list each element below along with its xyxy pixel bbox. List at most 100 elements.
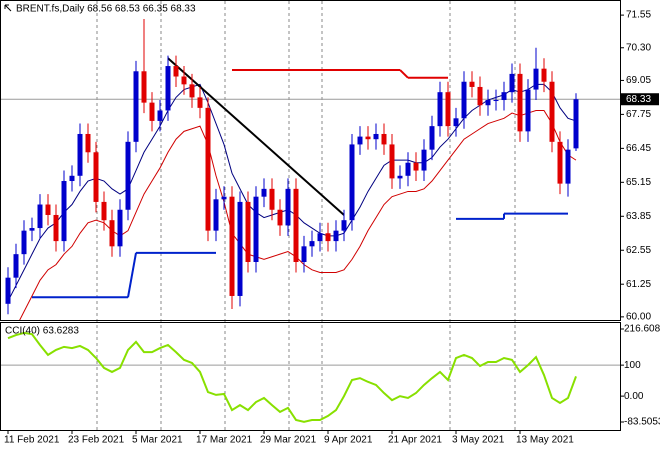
candle-body — [5, 277, 11, 304]
candle-body — [269, 188, 275, 210]
candle-body — [301, 246, 307, 262]
cci-tick-label: 216.608 — [624, 324, 660, 335]
cci-tick-label: 100 — [624, 360, 641, 371]
candle-body — [37, 204, 43, 229]
axes: 71.55 70.30 69.05 67.75 66.45 65.15 63.85 62.55… — [4, 10, 660, 446]
candle-body — [157, 110, 163, 121]
y-tick-label: 61.25 — [626, 279, 651, 290]
candle-body — [253, 196, 259, 262]
candle-body — [573, 99, 579, 149]
candle-body — [221, 196, 227, 200]
candle-body — [197, 97, 203, 108]
candle-body — [349, 144, 355, 221]
candle-body — [285, 188, 291, 226]
candle-body — [85, 133, 91, 153]
y-tick-label: 69.05 — [626, 75, 651, 86]
candle-body — [13, 254, 19, 278]
candle-body — [413, 162, 419, 171]
x-tick-label: 13 May 2021 — [516, 435, 574, 446]
candle-body — [405, 162, 411, 176]
candle-body — [29, 228, 35, 231]
trendline — [167, 57, 345, 216]
x-tick-label: 5 Mar 2021 — [132, 435, 183, 446]
candle-body — [541, 68, 547, 82]
candle-body — [205, 107, 211, 231]
candle-body — [493, 100, 499, 102]
candle-body — [173, 66, 179, 77]
candle-body — [389, 144, 395, 179]
x-tick-label: 21 Apr 2021 — [388, 435, 442, 446]
chart-title: BRENT.fs,Daily 68.56 68.53 66.35 68.33 — [16, 4, 196, 15]
y-tick-label: 67.75 — [626, 109, 651, 120]
candle-body — [125, 141, 131, 210]
candle-body — [93, 152, 99, 202]
candle-body — [133, 71, 139, 142]
indicator-line — [19, 109, 577, 320]
cci-tick-label: -83.5053 — [624, 417, 660, 428]
x-tick-label: 11 Feb 2021 — [4, 435, 60, 446]
candle-body — [261, 188, 267, 197]
cci-line — [7, 331, 577, 423]
candle-body — [453, 118, 459, 127]
candle-body — [53, 214, 59, 242]
candle-body — [357, 136, 363, 145]
candle-body — [461, 81, 467, 119]
candle-body — [213, 199, 219, 231]
x-tick-label: 29 Mar 2021 — [260, 435, 317, 446]
candle-body — [421, 149, 427, 171]
candle-body — [469, 81, 475, 87]
candle-body — [21, 230, 27, 255]
candle-body — [117, 209, 123, 247]
step-connector — [127, 252, 137, 298]
candle-body — [509, 73, 515, 93]
price-panel — [1, 19, 620, 320]
candle-body — [69, 175, 75, 182]
candle-body — [565, 149, 571, 184]
cci-panel — [1, 331, 620, 423]
candle-body — [61, 181, 67, 242]
candle-body — [165, 66, 171, 111]
candle-body — [365, 136, 371, 140]
y-tick-label: 65.15 — [626, 177, 651, 188]
price-label-box — [621, 93, 659, 106]
candle-body — [101, 201, 107, 221]
x-tick-label: 3 May 2021 — [452, 435, 505, 446]
candle-body — [517, 73, 523, 132]
candle-body — [477, 86, 483, 106]
candle-body — [309, 241, 315, 247]
y-tick-label: 60.00 — [626, 312, 651, 323]
candle-body — [341, 220, 347, 231]
candle-body — [373, 133, 379, 140]
candle-body — [325, 233, 331, 242]
cci-title: CCI(40) 63.6283 — [5, 326, 79, 337]
y-tick-label: 63.85 — [626, 211, 651, 222]
candle-body — [429, 126, 435, 150]
candle-body — [293, 188, 299, 262]
candle-body — [317, 233, 323, 242]
x-tick-label: 9 Apr 2021 — [324, 435, 373, 446]
cci-tick-label: 0.00 — [624, 391, 644, 402]
candle-body — [525, 89, 531, 132]
candle-body — [45, 204, 51, 215]
candle-body — [229, 196, 235, 296]
price-label: 68.33 — [626, 94, 651, 105]
y-tick-label: 66.45 — [626, 143, 651, 154]
y-tick-label: 70.30 — [626, 42, 651, 53]
candle-body — [557, 141, 563, 184]
candle-body — [245, 201, 251, 262]
candle-body — [445, 92, 451, 127]
candle-body — [237, 201, 243, 296]
candle-body — [149, 102, 155, 121]
step-connector — [399, 69, 409, 79]
y-tick-label: 62.55 — [626, 245, 651, 256]
candle-body — [189, 84, 195, 98]
candle-body — [381, 133, 387, 145]
price-frame — [0, 0, 621, 321]
cci-frame — [0, 322, 621, 431]
candle-body — [549, 81, 555, 142]
y-tick-label: 71.55 — [626, 10, 651, 21]
candle-body — [181, 76, 187, 85]
candle-body — [501, 92, 507, 101]
x-tick-label: 17 Mar 2021 — [196, 435, 253, 446]
